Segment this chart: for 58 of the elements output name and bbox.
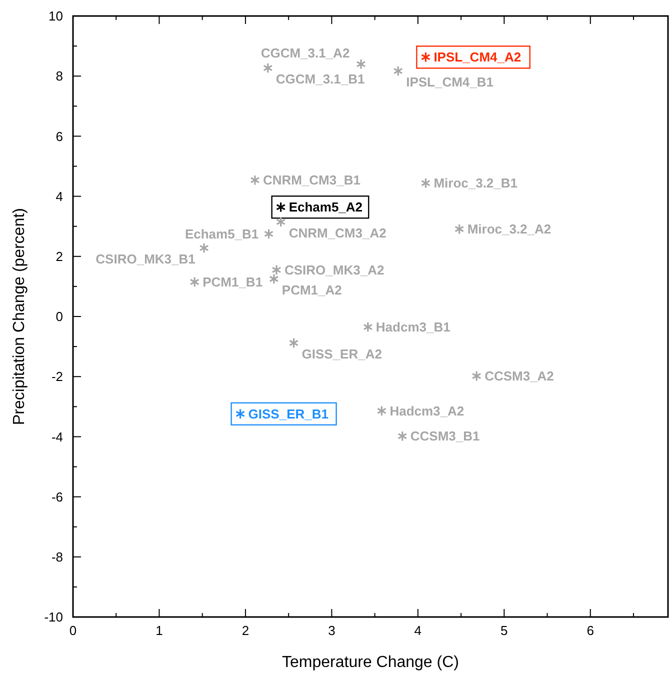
y-tick-label: -6: [51, 489, 63, 504]
series-label: CCSM3_B1: [410, 428, 480, 444]
y-axis-title: Precipitation Change (percent): [11, 208, 28, 426]
series-label: Hadcm3_B1: [376, 320, 450, 335]
point: [288, 338, 299, 348]
point: [393, 66, 403, 76]
x-tick-label: 2: [242, 623, 250, 638]
point: [356, 58, 366, 70]
y-tick-label: 2: [56, 248, 63, 264]
point: [235, 408, 246, 420]
point: [376, 405, 387, 416]
point: [420, 178, 430, 189]
series-label: IPSL_CM4_B1: [406, 74, 494, 90]
series-label: CGCM_3.1_A2: [260, 46, 350, 61]
y-tick-label: 0: [56, 309, 63, 324]
series-label: CGCM_3.1_B1: [276, 72, 365, 87]
y-tick-label: 10: [48, 8, 63, 24]
series-label: CSIRO_MK3_A2: [284, 262, 384, 278]
x-tick-label: 5: [500, 623, 508, 638]
y-tick-label: -8: [51, 549, 63, 564]
series-label: Miroc_3.2_A2: [467, 222, 552, 237]
y-tick-label: 8: [56, 68, 63, 84]
point: [190, 276, 200, 288]
point: [398, 430, 408, 442]
x-tick-label: 0: [69, 623, 77, 638]
series-label: GISS_ER_A2: [302, 346, 382, 362]
series-label: PCM1_B1: [202, 274, 263, 290]
series-label: Echam5_A2: [288, 200, 363, 215]
series-label: Miroc_3.2_B1: [434, 176, 518, 191]
y-tick-label: -4: [51, 429, 63, 444]
y-tick-label: 4: [56, 188, 63, 204]
point: [263, 62, 273, 74]
series-label: CSIRO_MK3_B1: [96, 252, 196, 267]
series-label: IPSL_CM4_A2: [434, 50, 522, 65]
series-label: Echam5_B1: [184, 226, 259, 242]
x-tick-label: 1: [156, 623, 163, 638]
y-tick-label: -2: [51, 369, 63, 384]
point: [472, 370, 482, 382]
point: [276, 216, 286, 228]
point: [454, 224, 464, 234]
series-label: Hadcm3_A2: [390, 403, 464, 418]
x-tick-label: 3: [328, 623, 336, 638]
point: [420, 52, 430, 63]
series-label: CNRM_CM3_B1: [262, 172, 360, 188]
x-tick-label: 6: [586, 623, 594, 638]
series-label: PCM1_A2: [282, 282, 342, 298]
point: [363, 322, 373, 332]
x-axis-title: Temperature Change (C): [282, 654, 459, 671]
y-tick-label: 6: [56, 128, 63, 144]
x-tick-label: 4: [414, 623, 422, 638]
point: [250, 174, 260, 186]
series-label: CCSM3_A2: [484, 368, 554, 384]
y-tick-label: -10: [44, 610, 63, 625]
series-label: GISS_ER_B1: [248, 406, 328, 422]
point: [276, 202, 286, 213]
point: [199, 242, 209, 254]
series-label: CNRM_CM3_A2: [288, 225, 386, 240]
point: [264, 228, 274, 240]
